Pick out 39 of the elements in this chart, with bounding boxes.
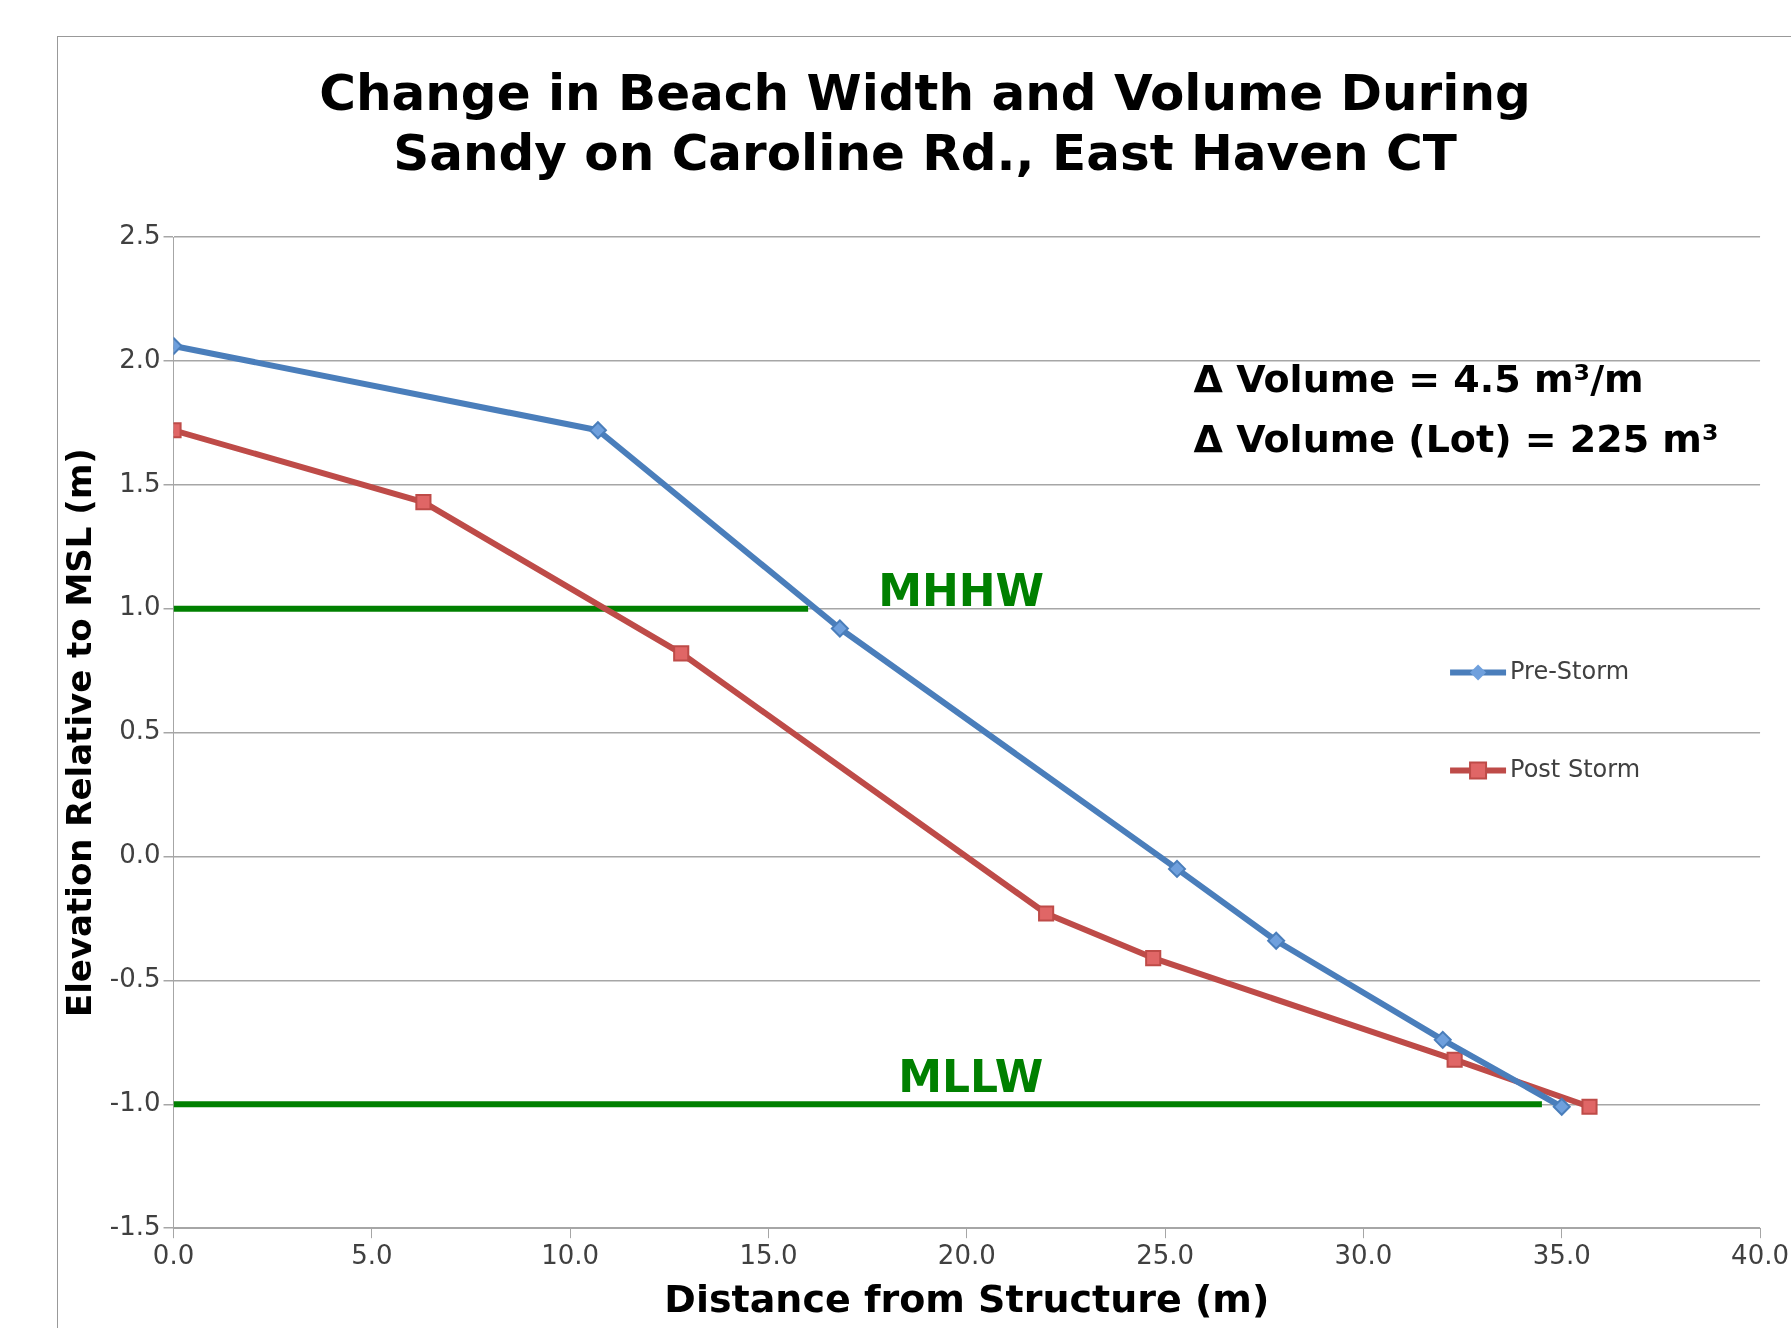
point [1145,950,1162,967]
annotation: MLLW [898,1050,1044,1102]
x-tick-label: 0.0 [152,1239,195,1270]
x-tick-label: 15.0 [739,1239,798,1270]
x-tick-label: 35.0 [1532,1239,1591,1270]
x-tick-label: 40.0 [1731,1239,1789,1270]
x-tick-label: 5.0 [351,1239,393,1270]
annotation: Δ Volume = 4.5 m³/m [1193,356,1644,401]
annotation: MHHW [878,565,1045,617]
y-tick-label: 1.0 [119,591,161,622]
point [1446,1051,1463,1068]
y-tick-label: 1.5 [119,467,161,498]
x-tick-label: 25.0 [1136,1239,1195,1270]
point [415,494,432,511]
point [1038,905,1055,922]
point [1267,931,1286,950]
y-tick-label: 0.0 [119,839,161,870]
y-tick-label: 2.0 [119,343,161,374]
annotation: Δ Volume (Lot) = 225 m³ [1193,416,1719,461]
y-tick-label: -1.0 [109,1087,161,1118]
point [588,421,607,440]
x-tick-label: 10.0 [541,1239,600,1270]
y-axis-title: Elevation Relative to MSL (m) [59,448,100,1018]
y-tick-label: 0.5 [119,715,161,746]
point [1581,1098,1598,1115]
y-tick-label: 2.5 [119,219,161,250]
y-tick-label: -1.5 [109,1210,161,1241]
x-tick-label: 20.0 [937,1239,996,1270]
point [830,619,849,638]
x-tick-label: 30.0 [1334,1239,1393,1270]
chart-title: Change in Beach Width and Volume During Sandy on Caroline Rd., East Haven CT [319,63,1531,182]
legend-label: Pre-Storm [1510,656,1630,685]
point [1433,1030,1452,1049]
x-axis-title: Distance from Structure (m) [664,1277,1270,1322]
point [1168,859,1187,878]
y-tick-label: -0.5 [109,963,161,994]
point [673,645,690,662]
point [1552,1097,1571,1116]
legend-label: Post Storm [1510,754,1641,783]
